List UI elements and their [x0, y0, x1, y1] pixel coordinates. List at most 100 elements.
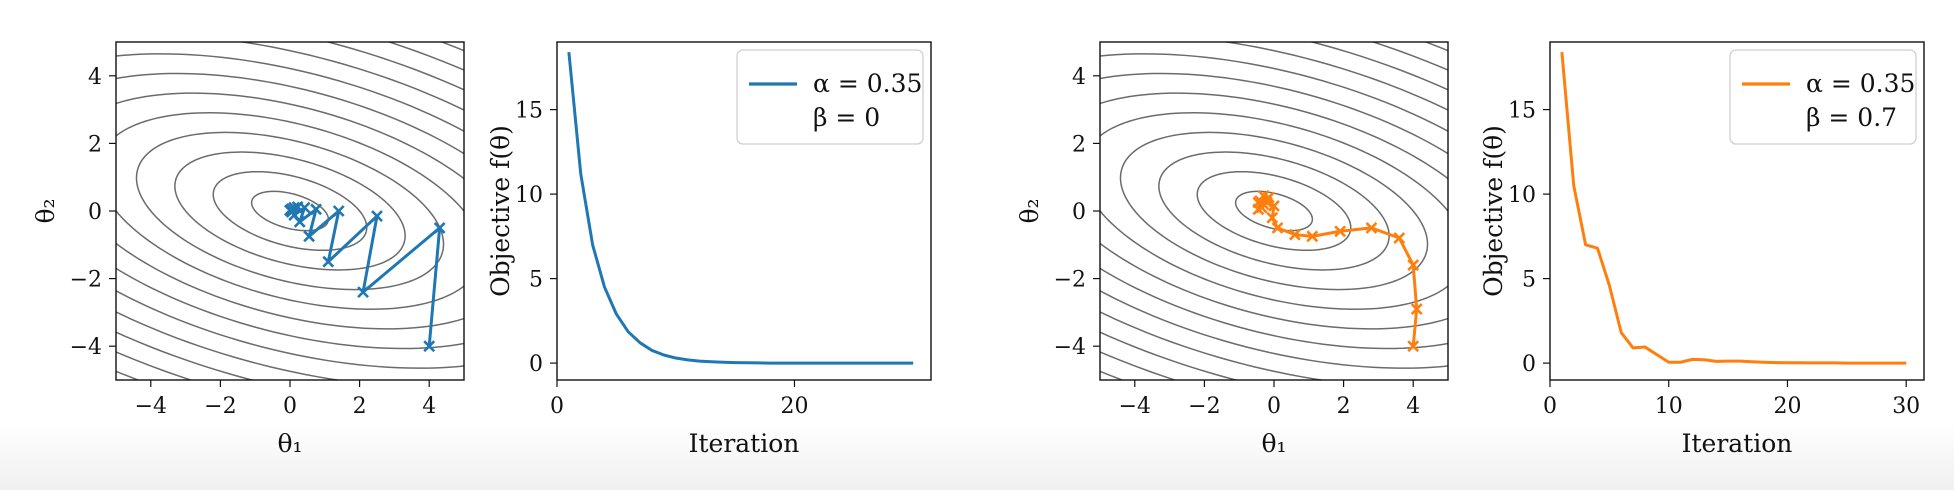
contour-line — [174, 151, 406, 271]
legend-alpha-label: α = 0.35 — [1806, 69, 1915, 98]
y-tick-label: 15 — [1508, 99, 1536, 124]
y-axis-title: Objective f(θ) — [486, 125, 515, 297]
path-marker — [322, 255, 335, 268]
optimizer-path — [1256, 194, 1419, 347]
x-tick-label: −4 — [1119, 394, 1151, 419]
path-marker — [310, 203, 323, 216]
legend-box — [736, 49, 924, 145]
y-tick-label: −2 — [70, 268, 102, 293]
path-marker — [303, 230, 316, 243]
path-marker — [1288, 228, 1301, 241]
x-axis-title: θ₁ — [1261, 429, 1286, 458]
legend-box — [1729, 49, 1917, 145]
contour-line — [135, 131, 445, 291]
path-marker — [1410, 303, 1423, 315]
y-tick-label: 2 — [88, 132, 102, 157]
x-tick-label: −2 — [204, 394, 236, 419]
path-marker — [1365, 221, 1378, 234]
y-tick-label: 0 — [88, 200, 102, 225]
y-tick-label: 10 — [515, 183, 543, 208]
path-marker — [357, 286, 369, 299]
objective-plot-beta-0: 0 20 0 5 10 15 Iteration Objective f(θ) α = 0.35… — [486, 41, 932, 458]
contour-line — [1100, 42, 1448, 380]
x-tick-label: 0 — [550, 394, 564, 419]
path-marker — [371, 210, 383, 222]
y-tick-label: 15 — [515, 99, 543, 124]
y-tick-label: −2 — [1054, 268, 1086, 293]
x-tick-label: 10 — [1655, 394, 1683, 419]
contour-line — [116, 72, 464, 350]
contour-line — [116, 42, 464, 380]
path-marker — [1266, 211, 1279, 224]
y-tick-label: 0 — [529, 352, 543, 377]
contour-line — [250, 190, 330, 232]
x-tick-label: 20 — [780, 394, 808, 419]
x-tick-label: 4 — [422, 394, 436, 419]
path-marker — [1306, 230, 1319, 243]
contour-line — [1100, 92, 1448, 330]
path-marker — [284, 204, 296, 217]
contour-line — [1100, 42, 1448, 380]
y-tick-label: 10 — [1508, 183, 1536, 208]
y-tick-label: 5 — [529, 268, 543, 293]
contour-line — [116, 92, 464, 330]
contour-line — [116, 53, 464, 369]
legend-beta-label: β = 0 — [813, 103, 880, 132]
x-tick-label: −2 — [1188, 394, 1220, 419]
y-axis-title: θ₂ — [31, 198, 60, 223]
y-tick-label: 2 — [1072, 132, 1086, 157]
y-tick-label: 0 — [1522, 352, 1536, 377]
y-tick-label: 4 — [88, 65, 102, 90]
plot-area — [1100, 42, 1448, 380]
contour-line — [1100, 112, 1448, 310]
path-marker — [1407, 259, 1420, 271]
path-marker — [433, 221, 446, 234]
y-tick-label: 5 — [1522, 268, 1536, 293]
contour-line — [1100, 53, 1448, 369]
contour-line — [1119, 131, 1429, 291]
contour-line — [116, 42, 464, 380]
contour-line — [1100, 72, 1448, 350]
contour-line — [0, 0, 789, 466]
x-tick-label: −4 — [135, 394, 167, 419]
plot-area — [0, 0, 789, 466]
legend-alpha-label: α = 0.35 — [813, 69, 922, 98]
x-tick-label: 0 — [1543, 394, 1557, 419]
path-marker — [1393, 232, 1406, 244]
x-axis-title: θ₁ — [277, 429, 302, 458]
series-line — [567, 51, 914, 365]
path-marker — [332, 205, 345, 217]
y-axis-title: Objective f(θ) — [1479, 125, 1508, 297]
contour-line — [116, 42, 464, 380]
x-tick-label: 4 — [1406, 394, 1420, 419]
x-tick-label: 2 — [1337, 394, 1351, 419]
x-tick-label: 2 — [353, 394, 367, 419]
x-tick-label: 0 — [1267, 394, 1281, 419]
y-tick-label: 4 — [1072, 65, 1086, 90]
axes-frame — [1549, 41, 1925, 381]
legend: α = 0.35 β = 0.7 — [1729, 49, 1917, 145]
legend-beta-label: β = 0.7 — [1806, 103, 1897, 132]
x-tick-label: 0 — [283, 394, 297, 419]
objective-plot-beta-0-7: 0 10 20 30 0 5 10 15 Iteration Objective f(θ) α = … — [1479, 41, 1925, 458]
contour-plot-beta-0: −4 −2 0 2 4 −4 −2 0 2 4 θ₁ θ₂ — [0, 0, 789, 466]
contour-line — [1196, 170, 1352, 252]
contour-line — [1234, 190, 1314, 232]
axes-frame — [556, 41, 932, 381]
legend: α = 0.35 β = 0 — [736, 49, 924, 145]
x-tick-label: 20 — [1773, 394, 1801, 419]
y-tick-label: −4 — [1054, 335, 1086, 360]
y-tick-label: −4 — [70, 335, 102, 360]
optimizer-path — [288, 205, 442, 347]
path-marker — [1271, 221, 1284, 234]
x-axis-title: Iteration — [1682, 429, 1793, 458]
contour-line — [212, 170, 368, 252]
contour-line — [1158, 151, 1390, 271]
y-tick-label: 0 — [1072, 200, 1086, 225]
path-marker — [1334, 225, 1347, 238]
x-tick-label: 30 — [1892, 394, 1920, 419]
contour-line — [116, 112, 464, 310]
path-marker — [423, 340, 436, 353]
y-axis-title: θ₂ — [1015, 198, 1044, 223]
